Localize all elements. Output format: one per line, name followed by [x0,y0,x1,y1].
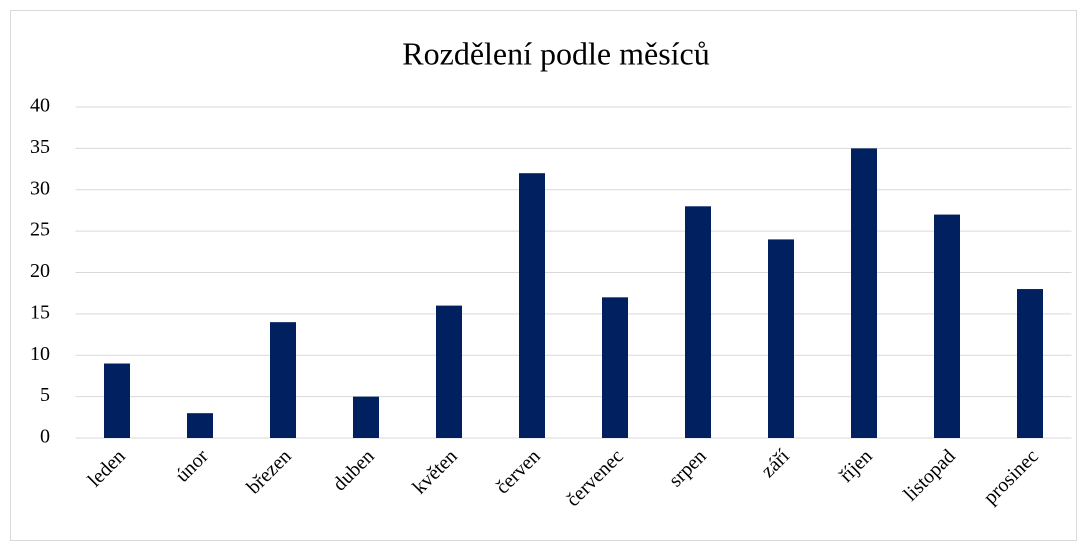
bar [187,413,213,438]
y-tick-label: 30 [30,177,50,199]
y-tick-label: 5 [40,384,50,406]
bar [768,239,794,438]
chart-title: Rozdělení podle měsíců [402,35,709,71]
bar [934,214,960,438]
y-tick-label: 40 [30,95,50,117]
bar [851,148,877,438]
bar [270,322,296,438]
y-tick-label: 20 [30,260,50,282]
bar [519,173,545,438]
bar [685,206,711,438]
y-tick-label: 35 [30,136,50,158]
bar [1017,289,1043,438]
bar [602,297,628,438]
y-tick-label: 25 [30,219,50,241]
y-tick-label: 10 [30,343,50,365]
bar [436,305,462,438]
y-tick-label: 0 [40,426,50,448]
bar [353,396,379,438]
bar [104,363,130,438]
y-tick-label: 15 [30,301,50,323]
